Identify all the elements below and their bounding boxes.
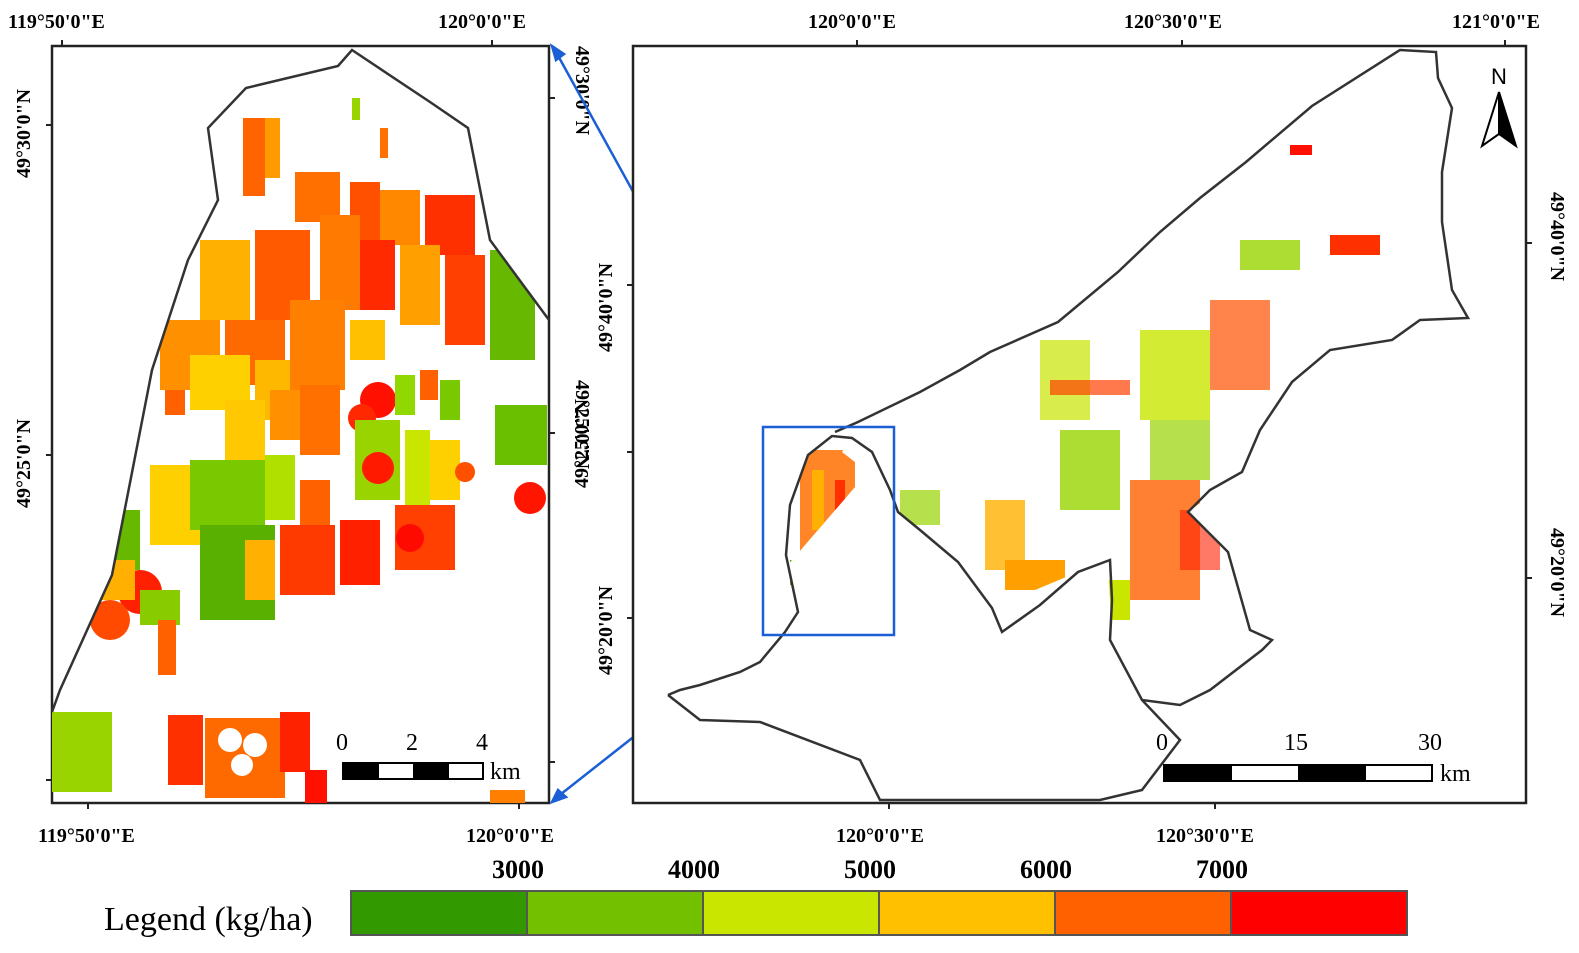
main-scale-value: 15 <box>1284 730 1308 756</box>
legend-swatch <box>1054 890 1232 936</box>
inset-crop-fields <box>52 98 547 803</box>
main-right-tick-label: 49°40'0"N <box>1546 192 1568 282</box>
inset-scale-value: 4 <box>476 730 488 756</box>
inset-scale-value: 2 <box>406 730 418 756</box>
main-left-tick-label: 49°25'0"N <box>571 398 593 488</box>
inset-left-tick-label: 49°30'0"N <box>13 88 35 178</box>
legend-swatch <box>878 890 1056 936</box>
inset-top-tick-label: 119°50'0"E <box>8 11 105 33</box>
inset-right-tick-label: 49°30'0"N <box>571 46 593 136</box>
inset-scale-unit: km <box>490 759 521 785</box>
main-bottom-tick-label: 120°0'0"E <box>836 825 924 847</box>
legend-color-bar <box>350 890 1408 936</box>
main-scale-bar: 0 15 30 km <box>1156 730 1471 787</box>
main-map: 120°0'0"E 120°30'0"E 121°0'0"E 120°0'0"E… <box>571 11 1568 847</box>
legend-value: 6000 <box>1020 855 1072 884</box>
main-bottom-tick-label: 120°30'0"E <box>1156 825 1254 847</box>
inset-bottom-tick-label: 120°0'0"E <box>466 825 554 847</box>
inset-top-tick-label: 120°0'0"E <box>438 11 526 33</box>
main-boundary <box>667 48 1471 802</box>
main-top-tick-label: 120°30'0"E <box>1124 11 1222 33</box>
zoom-extent-box <box>761 425 896 637</box>
main-right-tick-label: 49°20'0"N <box>1546 528 1568 618</box>
legend: Legend (kg/ha) 3000 4000 5000 6000 7000 <box>104 855 1408 938</box>
legend-value: 5000 <box>844 855 896 884</box>
main-map-frame <box>631 44 1528 805</box>
north-arrow: N <box>1480 64 1518 149</box>
inset-scale-bar: 0 2 4 km <box>336 730 521 785</box>
main-top-tick-label: 120°0'0"E <box>808 11 896 33</box>
legend-swatch <box>702 890 880 936</box>
inset-scale-value: 0 <box>336 730 348 756</box>
main-left-tick-label: 49°20'0"N <box>595 585 617 675</box>
legend-value: 7000 <box>1196 855 1248 884</box>
main-scale-value: 30 <box>1418 730 1442 756</box>
legend-swatch <box>1230 890 1408 936</box>
legend-title: Legend (kg/ha) <box>104 901 313 938</box>
main-left-tick-label: 49°40'0"N <box>595 262 617 352</box>
main-top-tick-label: 121°0'0"E <box>1452 11 1540 33</box>
inset-bottom-tick-label: 119°50'0"E <box>38 825 135 847</box>
inset-right-tick-label: 49°25'0"N <box>571 380 593 470</box>
inset-boundary <box>50 48 551 713</box>
main-scale-unit: km <box>1440 761 1471 787</box>
legend-swatch <box>350 890 528 936</box>
inset-left-tick-label: 49°25'0"N <box>13 418 35 508</box>
legend-value: 3000 <box>492 855 544 884</box>
legend-value: 4000 <box>668 855 720 884</box>
legend-swatch <box>526 890 704 936</box>
north-label: N <box>1491 64 1507 89</box>
main-tick-marks <box>627 40 1532 809</box>
inset-tick-marks <box>46 40 555 809</box>
main-scale-value: 0 <box>1156 730 1168 756</box>
inset-map: 119°50'0"E 120°0'0"E 119°50'0"E 120°0'0"… <box>8 11 593 847</box>
